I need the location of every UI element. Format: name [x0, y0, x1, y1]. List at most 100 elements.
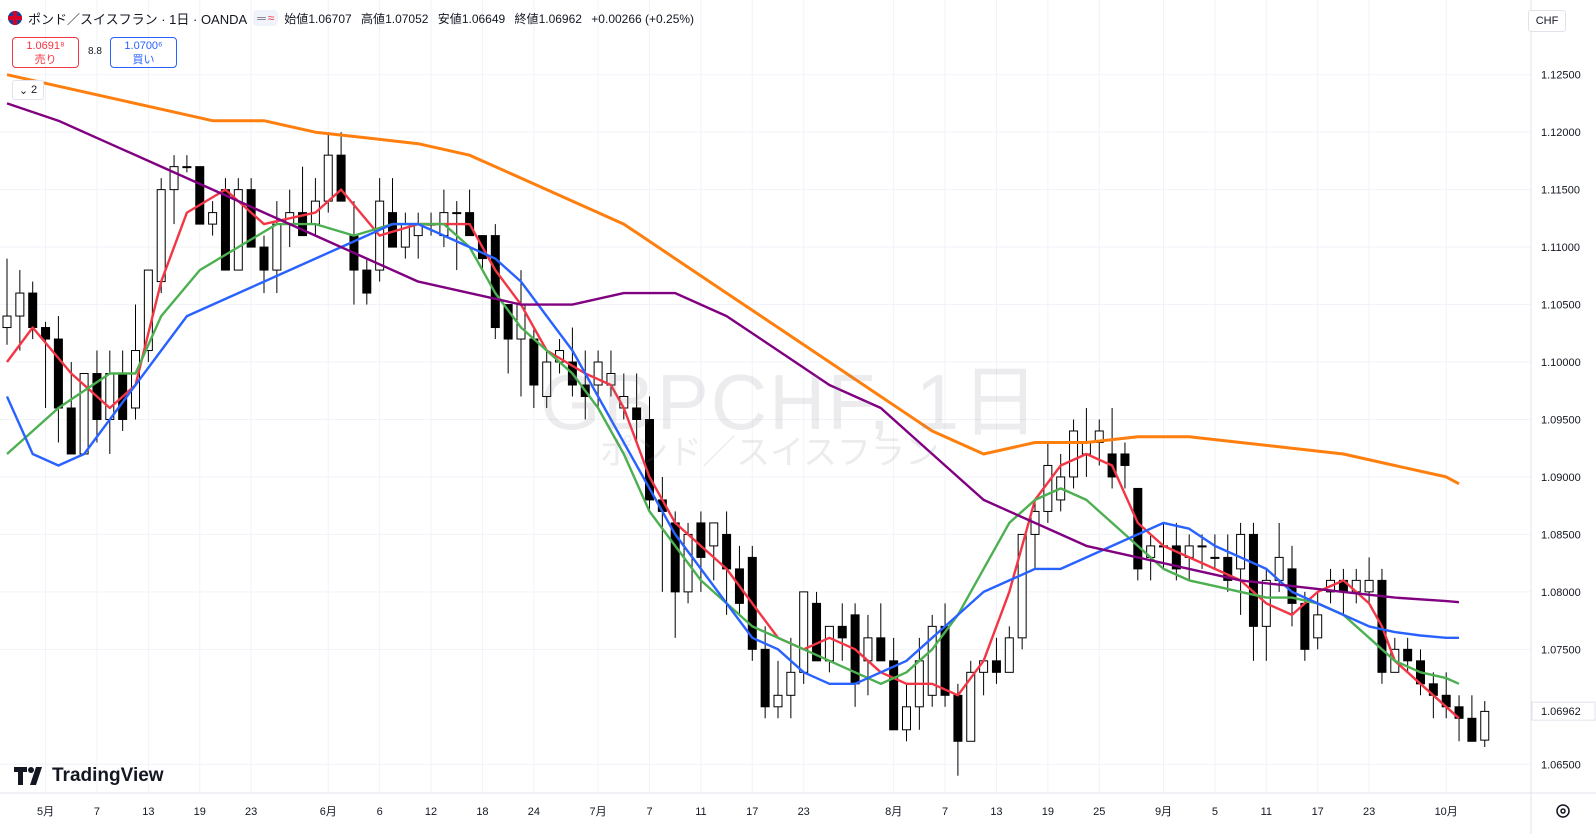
x-axis-tick-label: 7	[94, 806, 100, 818]
compare-toggle[interactable]: ═ ≈	[253, 10, 279, 26]
x-axis-tick-label: 25	[1093, 806, 1105, 818]
indicators-count: 2	[31, 84, 38, 96]
x-axis-tick-label: 24	[528, 806, 540, 818]
x-axis-tick-label: 5	[1212, 806, 1218, 818]
buy-label: 買い	[132, 54, 155, 66]
x-axis-tick-label: 6月	[320, 806, 337, 818]
ma-line	[6, 188, 1460, 720]
candle-down	[362, 269, 372, 294]
candle-up	[272, 223, 282, 271]
candle-up	[1004, 637, 1014, 673]
candle-down	[41, 327, 51, 340]
candle-down	[632, 407, 642, 420]
candle-up	[233, 189, 243, 271]
candle-up	[452, 212, 462, 215]
x-axis-tick-label: 9月	[1155, 806, 1172, 818]
currency-button[interactable]: CHF	[1528, 10, 1566, 32]
sell-button[interactable]: 1.0691⁸ 売り	[12, 37, 79, 68]
y-axis-tick-label: 1.07500	[1541, 644, 1581, 656]
candle-up	[1210, 556, 1220, 559]
candle-down	[1223, 556, 1233, 581]
settings-gear-icon[interactable]	[1554, 802, 1572, 820]
last-price-box	[1531, 701, 1596, 721]
candle-up	[1069, 430, 1079, 478]
candle-up	[15, 292, 25, 317]
watermark-name: ポンド／スイスフラン	[600, 434, 939, 472]
x-axis-tick-label: 13	[990, 806, 1002, 818]
chevron-down-icon: ⌄	[18, 84, 29, 97]
x-axis-tick-label: 17	[1312, 806, 1324, 818]
candle-up	[105, 373, 115, 420]
x-axis-tick-label: 19	[1042, 806, 1054, 818]
candle-down	[889, 660, 899, 731]
x-axis-tick-label: 19	[194, 806, 206, 818]
x-axis-tick-label: 23	[798, 806, 810, 818]
x-axis-tick-label: 8月	[885, 806, 902, 818]
candle-down	[1454, 706, 1464, 719]
candle-up	[593, 361, 603, 386]
x-axis-tick-label: 6	[377, 806, 383, 818]
candle-up	[927, 625, 937, 696]
change-value: +0.00266 (+0.25%)	[591, 11, 695, 26]
x-axis-tick-label: 23	[1363, 806, 1375, 818]
candle-down	[220, 189, 230, 271]
candle-up	[182, 166, 192, 169]
high-value: 1.07052	[385, 11, 429, 26]
y-axis-tick-label: 1.10000	[1541, 357, 1581, 369]
candle-down	[696, 522, 706, 558]
candle-up	[1480, 710, 1490, 741]
candle-up	[824, 625, 834, 662]
candle-up	[1313, 614, 1323, 639]
y-axis-tick-label: 1.06500	[1541, 759, 1581, 771]
candle-down	[336, 154, 346, 202]
y-axis-tick-label: 1.08000	[1541, 587, 1581, 599]
y-axis-tick-label: 1.10500	[1541, 300, 1581, 312]
ma-line	[6, 73, 1460, 486]
candle-up	[799, 591, 809, 673]
tradingview-logo[interactable]: TradingView	[14, 765, 164, 787]
watermark-symbol: GBPCHF, 1日	[540, 358, 1042, 446]
candle-up	[1017, 533, 1027, 639]
candle-down	[53, 338, 63, 409]
x-axis-tick-label: 11	[695, 806, 706, 818]
ma-line	[6, 222, 1460, 685]
candle-down	[760, 648, 770, 708]
candle-up	[2, 315, 12, 329]
compare-icon-a: ═	[257, 11, 266, 25]
candle-down	[1133, 487, 1143, 570]
candle-down	[195, 166, 205, 225]
low-value: 1.06649	[461, 11, 506, 26]
candle-down	[529, 338, 539, 386]
sell-price: 1.0691⁸	[26, 40, 65, 52]
indicators-toggle-button[interactable]: ⌄ 2	[12, 80, 44, 100]
candle-up	[542, 361, 552, 397]
low-label: 安値	[437, 11, 462, 26]
candle-down	[1467, 717, 1477, 742]
candle-up	[902, 706, 911, 731]
x-axis-tick-label: 11	[1261, 806, 1272, 818]
buy-price: 1.0700⁶	[124, 40, 163, 52]
candle-up	[966, 671, 976, 742]
symbol-title[interactable]: ポンド／スイスフラン · 1日 · OANDA	[28, 11, 248, 27]
last-price-label: 1.06962	[1541, 706, 1581, 718]
buy-button[interactable]: 1.0700⁶ 買い	[110, 37, 177, 68]
candle-up	[323, 154, 333, 202]
spread-value: 8.8	[88, 46, 102, 57]
x-axis-tick-label: 7	[646, 806, 652, 818]
y-axis-tick-label: 1.12000	[1541, 127, 1581, 139]
open-value: 1.06707	[308, 11, 352, 26]
candle-up	[208, 212, 218, 225]
open-label: 始値	[284, 11, 309, 26]
compare-icon-b: ≈	[267, 11, 275, 25]
ohlc-readout: 始値1.06707 高値1.07052 安値1.06649 終値1.06962 …	[284, 10, 694, 27]
x-axis-tick-label: 5月	[37, 806, 54, 818]
candle-down	[503, 304, 513, 340]
candle-down	[953, 694, 963, 742]
candle-up	[169, 166, 179, 191]
candle-up	[773, 694, 783, 708]
y-axis-tick-label: 1.11500	[1541, 185, 1580, 197]
candle-down	[1171, 545, 1181, 570]
logo-text: TradingView	[52, 765, 164, 786]
x-axis-tick-label: 7	[942, 806, 948, 818]
